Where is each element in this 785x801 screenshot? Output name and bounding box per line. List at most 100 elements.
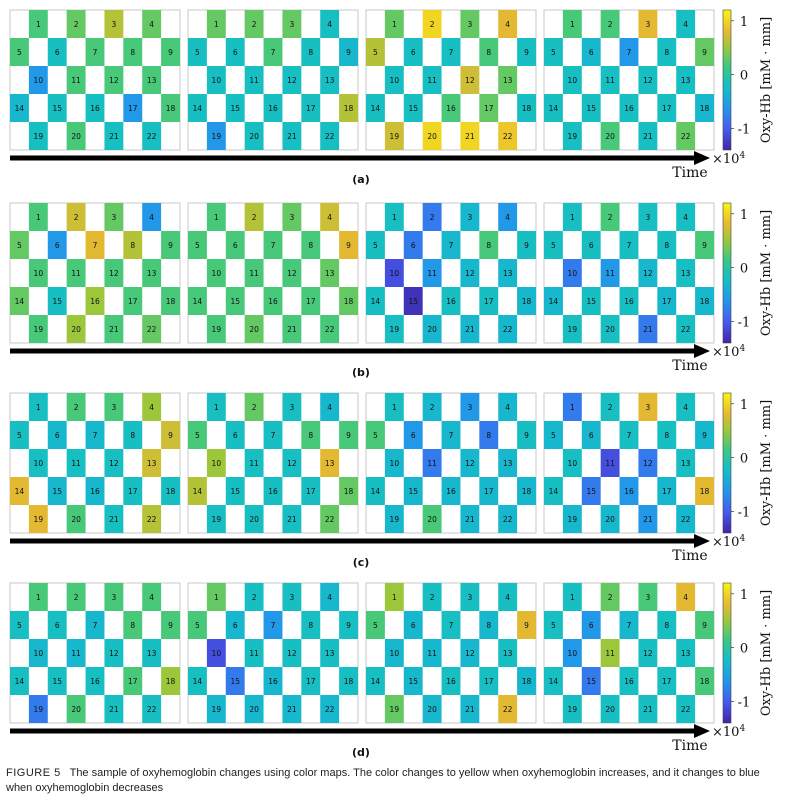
channel-number: 8	[308, 621, 313, 630]
channel-number: 17	[662, 297, 672, 306]
channel-cell	[581, 287, 601, 315]
channel-number: 21	[287, 705, 297, 714]
channel-number: 13	[503, 459, 513, 468]
channel-number: 13	[325, 269, 335, 278]
channel-cell	[638, 695, 658, 723]
channel-number: 15	[408, 104, 418, 113]
channel-number: 6	[233, 431, 238, 440]
colorbar-tick-label: -1	[738, 122, 751, 137]
channel-cell	[282, 259, 302, 287]
channel-cell	[282, 695, 302, 723]
channel-cell	[384, 66, 404, 94]
channel-cell	[422, 10, 442, 38]
channel-number: 12	[465, 76, 475, 85]
channel-number: 12	[465, 649, 475, 658]
channel-number: 2	[252, 593, 257, 602]
channel-cell	[562, 10, 582, 38]
channel-number: 8	[486, 621, 491, 630]
channel-cell	[384, 639, 404, 667]
channel-number: 14	[549, 104, 559, 113]
channel-cell	[28, 10, 48, 38]
channel-cell	[384, 203, 404, 231]
channel-number: 21	[109, 515, 119, 524]
channel-number: 14	[371, 677, 381, 686]
channel-cell	[188, 231, 207, 259]
channel-number: 4	[505, 213, 510, 222]
channel-number: 4	[327, 403, 332, 412]
channel-cell	[320, 10, 340, 38]
channel-number: 22	[325, 132, 335, 141]
channel-cell	[47, 611, 67, 639]
channel-number: 5	[195, 621, 200, 630]
channel-number: 9	[702, 431, 707, 440]
channel-cell	[600, 583, 620, 611]
channel-cell	[104, 66, 124, 94]
channel-number: 4	[683, 403, 688, 412]
channel-number: 9	[346, 241, 351, 250]
channel-number: 22	[325, 325, 335, 334]
channel-cell	[104, 695, 124, 723]
channel-cell	[244, 449, 264, 477]
channel-number: 11	[249, 269, 259, 278]
channel-cell	[657, 287, 677, 315]
channel-number: 21	[643, 325, 653, 334]
channel-number: 14	[193, 297, 203, 306]
channel-cell	[695, 611, 714, 639]
channel-number: 5	[17, 431, 22, 440]
channel-number: 10	[568, 269, 578, 278]
channel-cell	[10, 667, 29, 695]
channel-cell	[161, 287, 180, 315]
channel-number: 14	[371, 297, 381, 306]
channel-cell	[403, 287, 423, 315]
channel-cell	[123, 667, 143, 695]
channel-number: 4	[683, 20, 688, 29]
channel-number: 20	[427, 325, 437, 334]
channel-cell	[28, 449, 48, 477]
channel-number: 18	[700, 104, 710, 113]
channel-number: 3	[111, 20, 116, 29]
channel-number: 6	[589, 621, 594, 630]
channel-cell	[441, 667, 461, 695]
channel-cell	[562, 66, 582, 94]
channel-number: 6	[411, 241, 416, 250]
channel-cell	[244, 66, 264, 94]
colorbar-tick-label: -1	[738, 505, 751, 520]
channel-cell	[638, 639, 658, 667]
channel-cell	[320, 203, 340, 231]
channel-number: 10	[212, 76, 222, 85]
channel-number: 4	[505, 593, 510, 602]
channel-cell	[244, 122, 264, 150]
channel-cell	[657, 38, 677, 66]
channel-number: 14	[193, 487, 203, 496]
channel-number: 15	[230, 487, 240, 496]
channel-number: 15	[586, 297, 596, 306]
channel-cell	[517, 611, 536, 639]
channel-number: 1	[214, 403, 219, 412]
channel-number: 1	[570, 593, 575, 602]
channel-cell	[581, 477, 601, 505]
channel-cell	[10, 611, 29, 639]
channel-cell	[517, 38, 536, 66]
channel-cell	[676, 639, 696, 667]
channel-cell	[619, 38, 639, 66]
channel-cell	[600, 315, 620, 343]
channel-number: 10	[390, 459, 400, 468]
channel-number: 17	[662, 677, 672, 686]
channel-cell	[244, 393, 264, 421]
channel-cell	[581, 38, 601, 66]
channel-cell	[498, 505, 518, 533]
colorbar-label: Oxy-Hb [mM · mm]	[759, 590, 774, 716]
channel-cell	[544, 231, 563, 259]
channel-cell	[695, 477, 714, 505]
channel-cell	[85, 477, 105, 505]
channel-cell	[28, 66, 48, 94]
channel-cell	[244, 10, 264, 38]
channel-cell	[562, 315, 582, 343]
channel-cell	[282, 449, 302, 477]
channel-number: 16	[268, 677, 278, 686]
channel-cell	[263, 611, 283, 639]
colorbar	[722, 392, 732, 534]
